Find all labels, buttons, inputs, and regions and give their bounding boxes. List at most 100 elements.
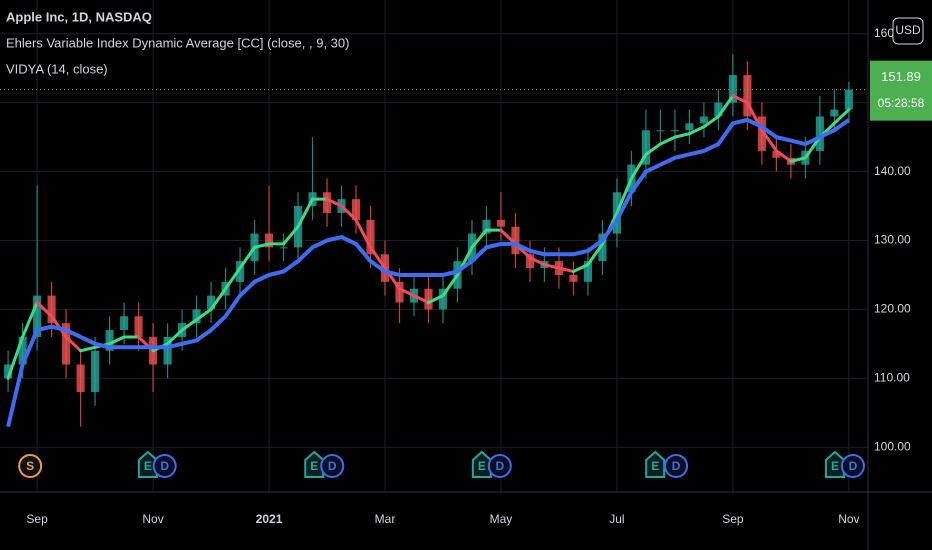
ma-segment <box>441 273 459 298</box>
event-marker[interactable] <box>645 450 666 478</box>
x-tick-label: 2021 <box>256 512 283 526</box>
event-label[interactable]: D <box>328 459 337 473</box>
event-marker[interactable] <box>664 454 689 478</box>
candle-body <box>656 130 665 132</box>
ma-segment <box>369 245 387 270</box>
candle-body <box>47 295 56 324</box>
last-price-label: 151.89 <box>881 69 921 84</box>
ma-segment <box>557 266 575 273</box>
event-label[interactable]: D <box>160 459 169 473</box>
candle-body <box>235 261 245 282</box>
countdown-label: 05:28:58 <box>878 96 925 110</box>
ma-segment <box>166 328 184 346</box>
event-label[interactable]: S <box>26 459 34 473</box>
candle-body <box>62 323 71 365</box>
event-marker[interactable] <box>18 454 43 478</box>
candle-body <box>699 116 708 124</box>
ma-segment <box>702 114 720 129</box>
x-tick-label: Jul <box>609 512 624 526</box>
currency-button[interactable] <box>892 17 924 45</box>
last-price-box <box>870 60 932 121</box>
ma-segment <box>398 287 416 298</box>
ma-segment <box>209 287 228 311</box>
candle-body <box>76 364 85 393</box>
ma-segment <box>238 245 257 270</box>
ma-segment <box>615 176 633 215</box>
candle-body <box>279 247 288 249</box>
candle-body <box>4 364 13 379</box>
legend-entry: VIDYA (14, close) <box>6 61 108 76</box>
candle-body <box>134 316 143 337</box>
event-marker[interactable] <box>152 454 177 478</box>
ma-segment <box>571 263 590 273</box>
ma-segment <box>108 335 126 346</box>
event-label[interactable]: E <box>651 459 659 473</box>
x-tick-label: Nov <box>142 512 163 526</box>
ma-segment <box>195 307 213 322</box>
ma-segment <box>470 228 488 249</box>
candle-body <box>351 199 361 220</box>
candle-body <box>598 233 607 262</box>
ma-segment <box>760 128 778 153</box>
ma-segment <box>6 335 25 380</box>
candle-body <box>105 330 114 351</box>
candle-body <box>641 130 650 165</box>
ma-segment <box>412 294 430 305</box>
event-label[interactable]: E <box>831 459 839 473</box>
ma-segment <box>325 197 344 208</box>
x-tick-label: Sep <box>26 512 48 526</box>
event-label[interactable]: D <box>672 459 681 473</box>
ma-segment <box>629 152 648 180</box>
candle-body <box>685 123 694 131</box>
ma-segment <box>832 108 851 125</box>
currency-label[interactable]: USD <box>895 23 921 37</box>
candle-body <box>844 89 853 110</box>
candle-body <box>496 219 506 227</box>
candle-body <box>395 281 404 303</box>
ma-segment <box>21 301 39 339</box>
candle-body <box>322 192 332 213</box>
ma-segment <box>282 225 300 246</box>
candle-body <box>670 130 679 132</box>
x-tick-label: Sep <box>722 512 744 526</box>
candle-body <box>743 75 752 117</box>
x-tick-label: May <box>490 512 513 526</box>
ma-segment <box>542 263 561 270</box>
event-label[interactable]: E <box>144 459 152 473</box>
ma-segment <box>528 256 546 267</box>
ma-segment <box>64 335 83 353</box>
candle-body <box>757 116 766 151</box>
ma-segment <box>731 94 749 105</box>
x-tick-label: Mar <box>375 512 396 526</box>
ma-segment <box>426 294 445 305</box>
event-marker[interactable] <box>320 454 345 478</box>
candle-body <box>772 150 781 158</box>
ma-segment <box>253 242 271 249</box>
candle-body <box>120 316 129 331</box>
event-marker[interactable] <box>487 454 512 478</box>
event-label[interactable]: E <box>310 459 318 473</box>
event-label[interactable]: D <box>495 459 504 473</box>
y-tick-label: 110.00 <box>874 370 910 384</box>
candle-body <box>192 309 201 324</box>
candle-body <box>569 274 578 282</box>
ma-segment <box>499 228 517 246</box>
event-marker[interactable] <box>840 454 865 478</box>
candle-body <box>511 226 520 255</box>
ma-line <box>6 117 851 427</box>
event-label[interactable]: E <box>478 459 486 473</box>
event-label[interactable]: D <box>849 459 858 473</box>
candle-body <box>815 116 824 151</box>
x-tick-label: Nov <box>838 512 859 526</box>
y-tick-label: 140.00 <box>874 164 911 178</box>
candle-body <box>163 336 172 365</box>
ma-segment <box>35 301 54 318</box>
ma-segment <box>803 135 822 160</box>
candle-body <box>830 109 839 117</box>
candle-body <box>583 261 593 282</box>
candle-body <box>424 288 433 310</box>
ma-segment <box>673 132 691 139</box>
ma-segment <box>586 242 604 267</box>
ma-segment <box>180 318 199 332</box>
